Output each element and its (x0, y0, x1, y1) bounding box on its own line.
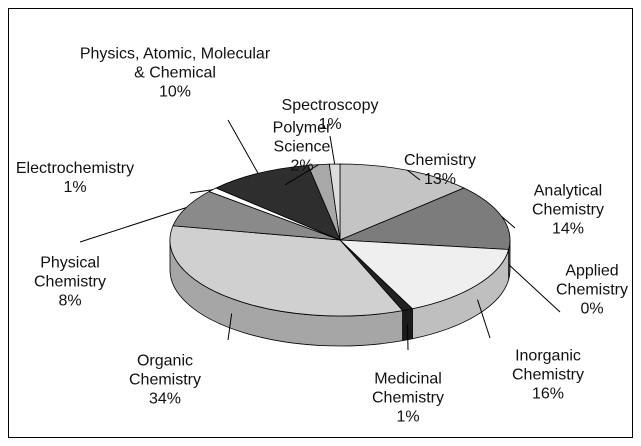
category-label: Chemistry (403, 152, 476, 169)
pie-slice (328, 163, 341, 241)
slice-label: Inorganic Chemistry 16% (488, 347, 608, 404)
category-label: Applied Chemistry (555, 262, 628, 299)
pie-slice (169, 225, 404, 317)
value-label: 13% (423, 171, 457, 188)
pie-slice (339, 163, 465, 241)
pie-tops (169, 163, 511, 317)
slice-label: Analytical Chemistry 14% (513, 182, 623, 239)
value-label: 1% (396, 408, 420, 426)
leader-line (407, 169, 421, 181)
slice-label: Chemistry 13% (395, 151, 485, 189)
value-label: 14% (551, 220, 585, 238)
leader-line (227, 119, 259, 174)
slice-label: Medicinal Chemistry 1% (348, 370, 468, 427)
slice-label: Organic Chemistry 34% (110, 352, 220, 409)
leader-line (501, 216, 516, 229)
slice-label: Applied Chemistry 0% (537, 262, 641, 319)
slice-label: Physics, Atomic, Molecular & Chemical 10% (75, 45, 275, 102)
category-label: Physics, Atomic, Molecular & Chemical (79, 45, 271, 82)
value-label: 1% (63, 179, 87, 196)
pie-slice (338, 239, 510, 310)
value-label: 8% (58, 292, 82, 310)
category-label: Polymer Science (272, 119, 332, 156)
leader-line (227, 313, 233, 341)
slice-label: Physical Chemistry 8% (15, 254, 125, 311)
slice-label: Electrochemistry 1% (5, 159, 145, 197)
leader-line (329, 135, 336, 165)
leader-line (508, 264, 561, 313)
category-label: Medicinal Chemistry (371, 370, 444, 407)
slice-label: Polymer Science 2% (252, 119, 352, 176)
category-label: Inorganic Chemistry (511, 347, 584, 384)
category-label: Analytical Chemistry (531, 182, 604, 219)
pie-slice (339, 187, 511, 250)
leader-line (189, 189, 213, 194)
value-label: 34% (148, 390, 182, 408)
leader-line (79, 207, 187, 243)
leader-line (477, 299, 491, 339)
category-label: Spectroscopy (281, 97, 379, 114)
pie-sides (169, 239, 511, 347)
value-label: 10% (158, 83, 192, 101)
slice-label: Spectroscopy 1% (260, 96, 400, 134)
category-label: Physical Chemistry (33, 254, 106, 291)
value-label: 2% (290, 157, 314, 175)
category-label: Electrochemistry (15, 160, 135, 177)
leader-line (284, 164, 319, 186)
value-label: 1% (318, 116, 342, 133)
value-label: 0% (580, 300, 604, 318)
category-label: Organic Chemistry (128, 352, 201, 389)
value-label: 16% (531, 385, 565, 403)
